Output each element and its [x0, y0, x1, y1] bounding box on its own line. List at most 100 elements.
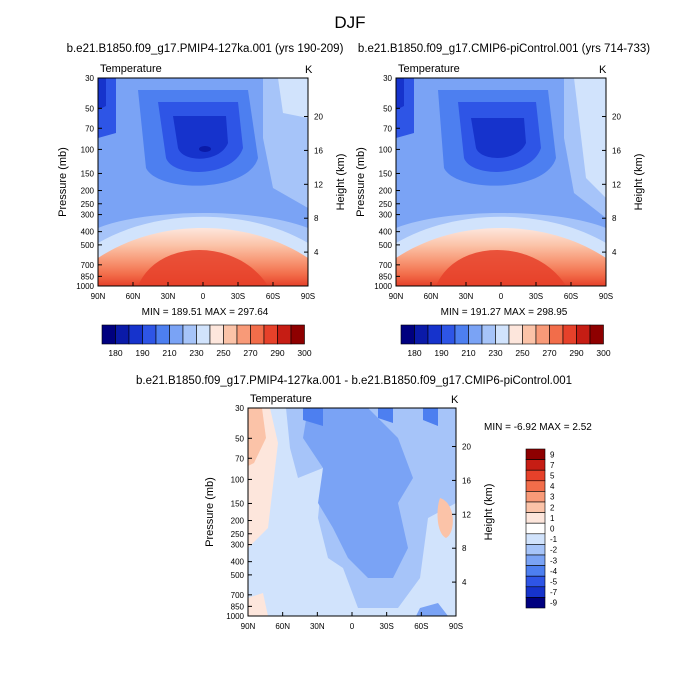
colorbar-swatch — [525, 469, 546, 482]
y-tick-label: 30 — [235, 404, 244, 413]
panel-2-stats: MIN = 191.27 MAX = 298.95 — [441, 307, 568, 318]
panel-2-plot-area — [396, 78, 606, 286]
y-tick-label: 1000 — [76, 282, 94, 291]
y-tick-label: 200 — [81, 187, 95, 196]
y-tick-label: 400 — [231, 558, 245, 567]
colorbar-swatch — [441, 324, 456, 345]
y-tick-label: 700 — [81, 261, 95, 270]
colorbar-swatch — [236, 324, 251, 345]
y-tick-label: 300 — [231, 541, 245, 550]
colorbar-label: 270 — [542, 348, 556, 358]
colorbar-swatch — [169, 324, 184, 345]
x-tick-label: 60N — [126, 292, 141, 301]
panel-1-variable-label: Temperature — [100, 63, 162, 75]
panel-3-stats: MIN = -6.92 MAX = 2.52 — [484, 422, 592, 433]
colorbar-label: 230 — [488, 348, 502, 358]
y-tick-label: 850 — [81, 272, 95, 281]
colorbar-label: 1 — [550, 514, 555, 523]
colorbar-swatch — [576, 324, 591, 345]
x-tick-label: 60N — [424, 292, 439, 301]
y-tick-label: 300 — [81, 211, 95, 220]
panel-1-stats: MIN = 189.51 MAX = 297.64 — [142, 307, 269, 318]
colorbar-label: 190 — [135, 348, 149, 358]
colorbar-swatch — [209, 324, 224, 345]
colorbar-swatch — [525, 565, 546, 577]
y-tick-label: 1000 — [226, 612, 244, 621]
colorbar-swatch — [525, 544, 546, 556]
colorbar-swatch — [549, 324, 564, 345]
colorbar-label: 300 — [297, 348, 311, 358]
colorbar-label: -5 — [550, 578, 558, 587]
y-tick-label: 50 — [383, 104, 392, 113]
colorbar-label: 250 — [515, 348, 529, 358]
colorbar-swatch — [495, 324, 510, 345]
colorbar-label: 5 — [550, 472, 555, 481]
x-tick-label: 30S — [529, 292, 543, 301]
y-tick-label: 70 — [85, 124, 94, 133]
panel-2-y-ticks-right: 20 16 12 8 4 — [602, 113, 621, 257]
colorbar-swatch — [525, 575, 546, 588]
panel-1-units-label: K — [305, 64, 313, 76]
y-tick-label: 700 — [231, 591, 245, 600]
x-tick-label: 30S — [231, 292, 245, 301]
y-tick-label: 30 — [85, 74, 94, 83]
colorbar-label: 210 — [162, 348, 176, 358]
y-right-tick-label: 8 — [314, 214, 319, 223]
colorbar-label: 180 — [407, 348, 421, 358]
colorbar-swatch — [263, 324, 278, 345]
colorbar-label: 300 — [596, 348, 610, 358]
y-tick-label: 100 — [379, 145, 393, 154]
colorbar-label: -9 — [550, 599, 558, 608]
colorbar-label: 290 — [569, 348, 583, 358]
panel-2-variable-label: Temperature — [398, 63, 460, 75]
x-tick-label: 90S — [449, 622, 463, 631]
figure-title: DJF — [334, 13, 365, 32]
panel-1: b.e21.B1850.f09_g17.PMIP4-127ka.001 (yrs… — [57, 43, 347, 358]
y-right-tick-label: 8 — [612, 214, 617, 223]
x-tick-label: 30N — [161, 292, 176, 301]
y-tick-label: 200 — [379, 187, 393, 196]
colorbar-swatch — [155, 324, 170, 345]
panel-3-ylabel: Pressure (mb) — [204, 477, 216, 547]
colorbar-label: 270 — [243, 348, 257, 358]
panel-2-title: b.e21.B1850.f09_g17.CMIP6-piControl.001 … — [358, 43, 650, 55]
colorbar-swatch — [427, 324, 442, 345]
panel-1-ylabel-right: Height (km) — [335, 154, 347, 211]
y-right-tick-label: 4 — [612, 248, 617, 257]
y-tick-label: 200 — [231, 517, 245, 526]
y-right-tick-label: 20 — [462, 443, 471, 452]
colorbar-label: 230 — [189, 348, 203, 358]
colorbar-swatch — [277, 324, 292, 345]
y-right-tick-label: 4 — [462, 578, 467, 587]
colorbar-label: 210 — [461, 348, 475, 358]
y-tick-label: 1000 — [374, 282, 392, 291]
colorbar-label: 0 — [550, 525, 555, 534]
y-tick-label: 500 — [379, 241, 393, 250]
y-right-tick-label: 16 — [314, 146, 323, 155]
x-tick-label: 0 — [350, 622, 355, 631]
y-tick-label: 850 — [231, 602, 245, 611]
colorbar-swatch — [525, 554, 546, 566]
colorbar-label: 250 — [216, 348, 230, 358]
colorbar-swatch — [223, 324, 238, 345]
y-right-tick-label: 20 — [314, 113, 323, 122]
panel-1-plot-area — [98, 78, 308, 286]
x-tick-label: 60S — [414, 622, 428, 631]
colorbar-swatch — [400, 324, 415, 345]
y-tick-label: 700 — [379, 261, 393, 270]
y-right-tick-label: 12 — [462, 510, 471, 519]
panel-2-ylabel: Pressure (mb) — [355, 147, 367, 217]
y-tick-label: 500 — [231, 571, 245, 580]
x-tick-label: 60S — [564, 292, 578, 301]
x-tick-label: 30N — [310, 622, 325, 631]
y-right-tick-label: 20 — [612, 113, 621, 122]
colorbar-swatch — [525, 448, 546, 460]
colorbar-label: -4 — [550, 567, 558, 576]
colorbar-swatch — [525, 512, 546, 524]
colorbar-swatch — [525, 501, 546, 513]
y-tick-label: 100 — [231, 475, 245, 484]
colorbar-label: 190 — [434, 348, 448, 358]
panel-3-variable-label: Temperature — [250, 393, 312, 405]
